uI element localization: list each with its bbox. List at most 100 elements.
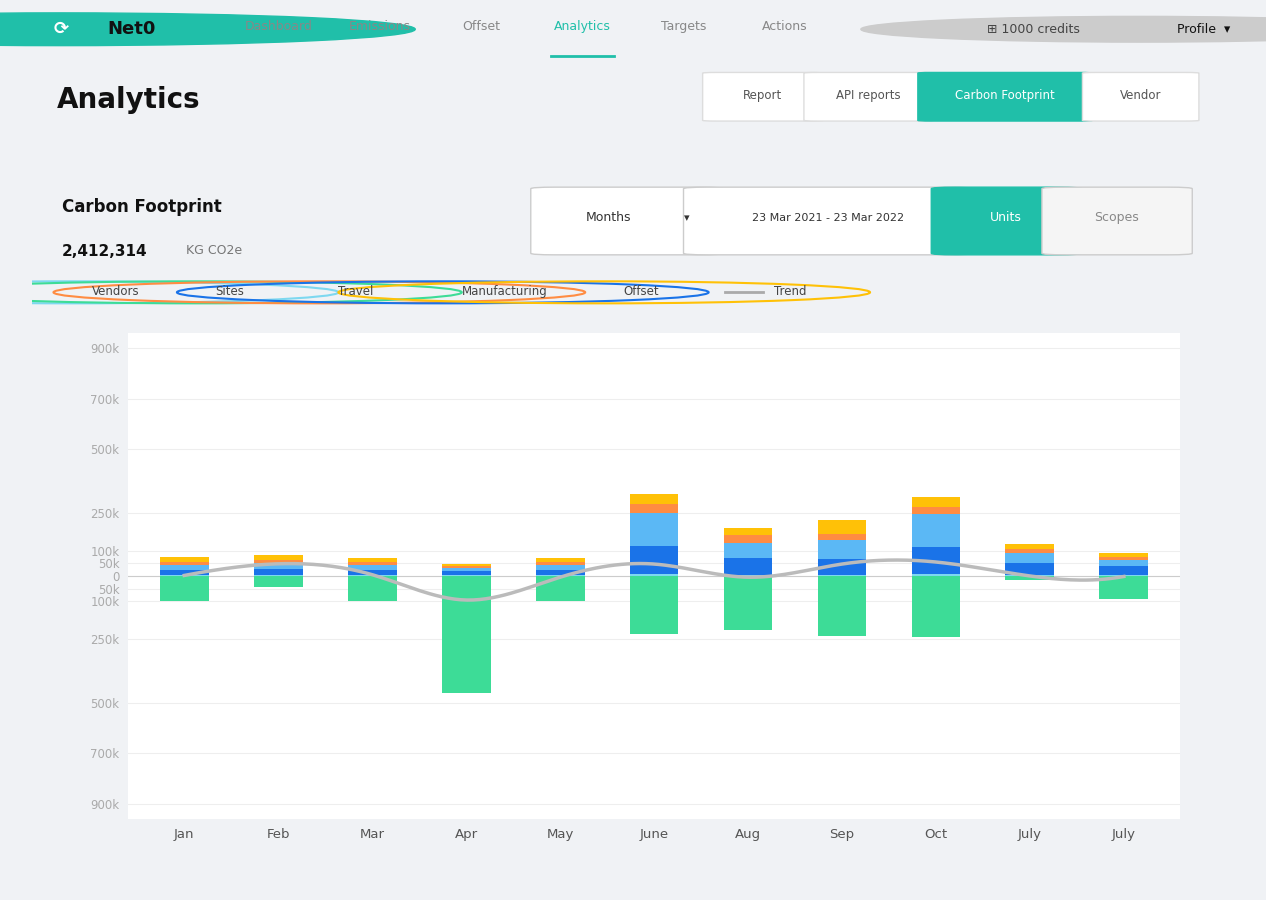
Text: 2,412,314: 2,412,314 bbox=[62, 244, 147, 259]
Bar bbox=[1099, 554, 1148, 557]
Text: Offset: Offset bbox=[462, 20, 500, 32]
Bar bbox=[912, 507, 961, 515]
Bar bbox=[724, 527, 772, 536]
Text: Carbon Footprint: Carbon Footprint bbox=[956, 89, 1055, 102]
Bar bbox=[724, 575, 772, 576]
Bar bbox=[160, 557, 209, 562]
Bar bbox=[536, 558, 585, 562]
Bar bbox=[348, 559, 396, 562]
Bar bbox=[1005, 544, 1055, 549]
Bar bbox=[912, 497, 961, 507]
Bar bbox=[442, 572, 490, 575]
Bar bbox=[1005, 563, 1055, 575]
Bar bbox=[629, 574, 679, 576]
Bar bbox=[253, 575, 303, 576]
Bar bbox=[912, 547, 961, 574]
Bar bbox=[1099, 576, 1148, 598]
Bar bbox=[536, 570, 585, 575]
Circle shape bbox=[0, 13, 415, 46]
Bar bbox=[442, 576, 490, 692]
Text: Analytics: Analytics bbox=[57, 86, 200, 114]
Circle shape bbox=[861, 16, 1266, 42]
Text: Trend: Trend bbox=[774, 285, 806, 298]
Bar bbox=[160, 570, 209, 575]
Text: ⊞ 1000 credits: ⊞ 1000 credits bbox=[987, 22, 1080, 36]
Bar bbox=[348, 562, 396, 565]
Bar bbox=[253, 560, 303, 562]
Bar bbox=[629, 513, 679, 546]
Text: Manufacturing: Manufacturing bbox=[462, 285, 547, 298]
Bar bbox=[629, 494, 679, 504]
Bar bbox=[160, 564, 209, 570]
Bar bbox=[724, 576, 772, 630]
Bar bbox=[1005, 575, 1055, 576]
Bar bbox=[160, 562, 209, 564]
Bar bbox=[253, 569, 303, 575]
Bar bbox=[536, 576, 585, 601]
Text: Analytics: Analytics bbox=[555, 20, 610, 32]
Bar bbox=[1005, 549, 1055, 554]
Bar bbox=[818, 576, 866, 635]
Text: Vendor: Vendor bbox=[1120, 89, 1161, 102]
Bar bbox=[912, 515, 961, 547]
Bar bbox=[818, 534, 866, 541]
Bar bbox=[818, 520, 866, 534]
FancyBboxPatch shape bbox=[918, 73, 1093, 121]
Bar bbox=[818, 575, 866, 576]
Text: Actions: Actions bbox=[762, 20, 808, 32]
Bar bbox=[442, 566, 490, 568]
Bar bbox=[1005, 554, 1055, 563]
Bar bbox=[253, 576, 303, 588]
FancyBboxPatch shape bbox=[804, 73, 933, 121]
Bar bbox=[253, 555, 303, 560]
Bar bbox=[724, 558, 772, 575]
Text: Net0: Net0 bbox=[108, 20, 156, 38]
Text: 23 Mar 2021 - 23 Mar 2022: 23 Mar 2021 - 23 Mar 2022 bbox=[752, 212, 904, 223]
Bar bbox=[442, 564, 490, 566]
FancyBboxPatch shape bbox=[1042, 187, 1193, 255]
Text: Scopes: Scopes bbox=[1094, 212, 1139, 224]
Bar bbox=[160, 575, 209, 576]
Text: API reports: API reports bbox=[836, 89, 901, 102]
Bar bbox=[1005, 576, 1055, 580]
Bar bbox=[724, 536, 772, 543]
Bar bbox=[724, 543, 772, 558]
Text: Travel: Travel bbox=[338, 285, 373, 298]
Bar bbox=[629, 546, 679, 574]
Text: Months: Months bbox=[586, 212, 632, 224]
Bar bbox=[348, 570, 396, 575]
Bar bbox=[912, 576, 961, 637]
Bar bbox=[536, 562, 585, 564]
FancyBboxPatch shape bbox=[1082, 73, 1199, 121]
Bar bbox=[536, 564, 585, 570]
Text: Emissions: Emissions bbox=[349, 20, 410, 32]
Bar bbox=[348, 575, 396, 576]
Text: Units: Units bbox=[990, 212, 1022, 224]
Bar bbox=[818, 541, 866, 560]
FancyBboxPatch shape bbox=[703, 73, 823, 121]
Text: Profile  ▾: Profile ▾ bbox=[1177, 22, 1231, 36]
Bar bbox=[629, 576, 679, 634]
Text: Targets: Targets bbox=[661, 20, 706, 32]
Bar bbox=[818, 560, 866, 575]
Text: Dashboard: Dashboard bbox=[244, 20, 313, 32]
Text: ▾: ▾ bbox=[685, 212, 690, 223]
Bar bbox=[912, 574, 961, 576]
Bar bbox=[160, 576, 209, 601]
FancyBboxPatch shape bbox=[530, 187, 723, 255]
Bar bbox=[442, 568, 490, 572]
Bar bbox=[1099, 575, 1148, 576]
Bar bbox=[253, 562, 303, 569]
Bar bbox=[1099, 557, 1148, 560]
Text: Offset: Offset bbox=[623, 285, 658, 298]
Bar bbox=[1099, 566, 1148, 575]
Bar bbox=[348, 576, 396, 601]
Text: Report: Report bbox=[743, 89, 782, 102]
FancyBboxPatch shape bbox=[684, 187, 972, 255]
Text: Sites: Sites bbox=[215, 285, 244, 298]
Bar bbox=[536, 575, 585, 576]
Text: Vendors: Vendors bbox=[91, 285, 139, 298]
Bar bbox=[348, 565, 396, 570]
Bar bbox=[1099, 560, 1148, 566]
FancyBboxPatch shape bbox=[932, 187, 1081, 255]
